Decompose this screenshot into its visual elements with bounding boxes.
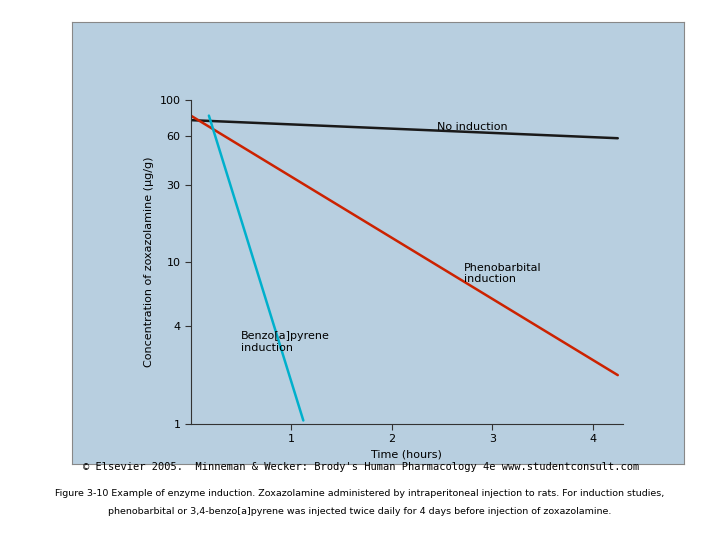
- Y-axis label: Concentration of zoxazolamine (μg/g): Concentration of zoxazolamine (μg/g): [144, 157, 154, 367]
- Text: Figure 3-10 Example of enzyme induction. Zoxazolamine administered by intraperit: Figure 3-10 Example of enzyme induction.…: [55, 489, 665, 498]
- Text: Benzo[a]pyrene
induction: Benzo[a]pyrene induction: [241, 331, 330, 353]
- Text: Phenobarbital
induction: Phenobarbital induction: [464, 262, 541, 284]
- Text: phenobarbital or 3,4-benzo[a]pyrene was injected twice daily for 4 days before i: phenobarbital or 3,4-benzo[a]pyrene was …: [108, 507, 612, 516]
- Text: No induction: No induction: [437, 122, 508, 132]
- Text: © Elsevier 2005.  Minneman & Wecker: Brody's Human Pharmacology 4e www.studentco: © Elsevier 2005. Minneman & Wecker: Brod…: [83, 462, 639, 472]
- X-axis label: Time (hours): Time (hours): [372, 450, 442, 460]
- FancyBboxPatch shape: [72, 22, 684, 464]
